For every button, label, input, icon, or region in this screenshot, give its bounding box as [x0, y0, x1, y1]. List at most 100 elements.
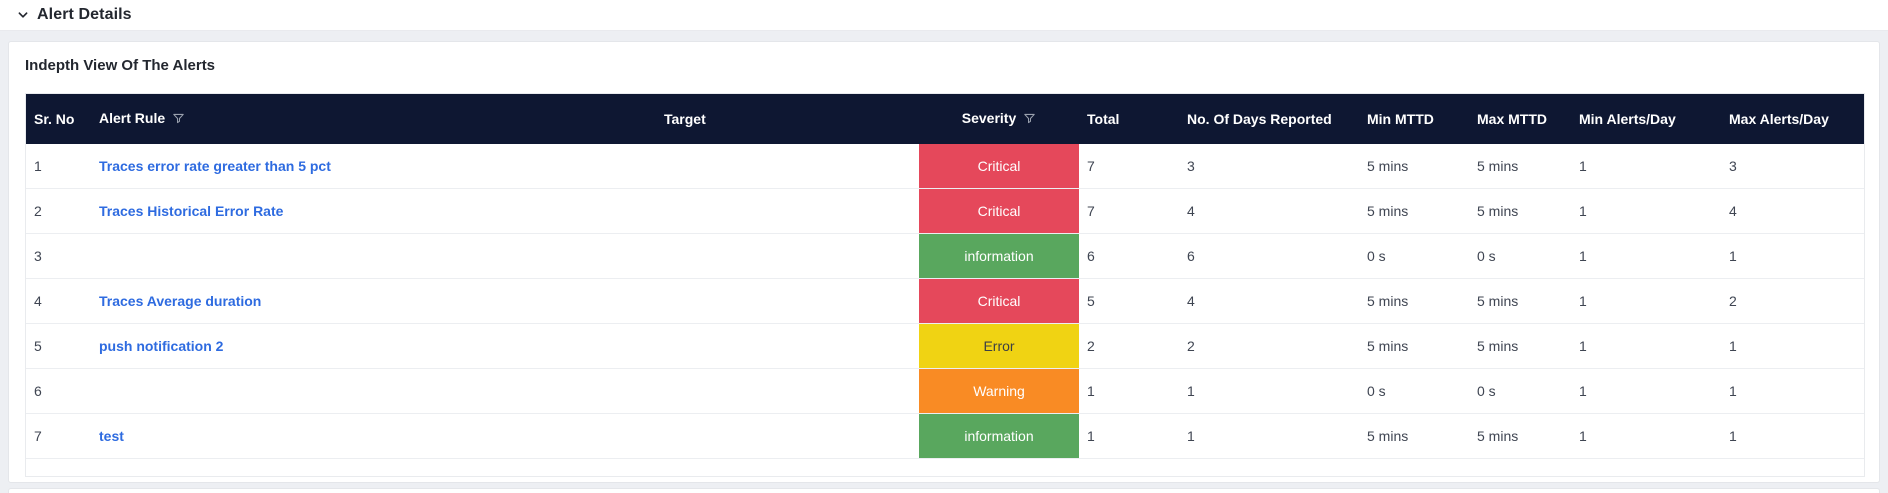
section-title: Alert Details [37, 6, 132, 24]
cell-max_mttd: 0 s [1469, 369, 1571, 414]
table-row: 5push notification 2Error225 mins5 mins1… [26, 324, 1864, 369]
chevron-down-icon [17, 9, 29, 21]
column-label: Min Alerts/Day [1579, 111, 1676, 127]
column-header-min_mttd: Min MTTD [1359, 94, 1469, 144]
cell-min_mttd: 0 s [1359, 369, 1469, 414]
alert-rule-link[interactable]: Traces error rate greater than 5 pct [99, 158, 331, 174]
severity-badge: information [919, 414, 1079, 458]
table-row: 6Warning110 s0 s11 [26, 369, 1864, 414]
severity-badge: Warning [919, 369, 1079, 413]
cell-days_reported: 4 [1179, 189, 1359, 234]
cell-alert_rule: Traces Average duration [91, 279, 656, 324]
cell-total: 6 [1079, 234, 1179, 279]
cell-min_alerts_day: 1 [1571, 144, 1721, 189]
cell-days_reported: 2 [1179, 324, 1359, 369]
cell-target [656, 189, 919, 234]
column-label: Target [664, 111, 706, 127]
alert-details-section-header[interactable]: Alert Details [0, 0, 1888, 31]
cell-severity: Critical [919, 144, 1079, 189]
cell-sr_no: 1 [26, 144, 91, 189]
alerts-table: Sr. No Alert Rule Target Severity Total No. O… [25, 93, 1865, 477]
cell-target [656, 369, 919, 414]
column-header-min_alerts_day: Min Alerts/Day [1571, 94, 1721, 144]
cell-target [656, 234, 919, 279]
alert-rule-link[interactable]: test [99, 428, 124, 444]
cell-total: 1 [1079, 414, 1179, 459]
severity-badge: Critical [919, 279, 1079, 323]
cell-severity: information [919, 234, 1079, 279]
cell-severity: Warning [919, 369, 1079, 414]
table-row: 3information660 s0 s11 [26, 234, 1864, 279]
cell-days_reported: 6 [1179, 234, 1359, 279]
column-label: Sr. No [34, 111, 74, 127]
cell-min_mttd: 5 mins [1359, 324, 1469, 369]
column-header-sr_no: Sr. No [26, 94, 91, 144]
table-row: 4Traces Average durationCritical545 mins… [26, 279, 1864, 324]
cell-days_reported: 1 [1179, 414, 1359, 459]
table-row: 7testinformation115 mins5 mins11 [26, 414, 1864, 459]
cell-sr_no: 3 [26, 234, 91, 279]
cell-target [656, 144, 919, 189]
table-header-row: Sr. No Alert Rule Target Severity Total No. O… [26, 94, 1864, 144]
cell-min_alerts_day: 1 [1571, 414, 1721, 459]
next-section-card-edge [8, 488, 1880, 493]
cell-max_alerts_day: 3 [1721, 144, 1864, 189]
cell-min_mttd: 0 s [1359, 234, 1469, 279]
cell-alert_rule: Traces Historical Error Rate [91, 189, 656, 234]
table-row: 1 Traces error rate greater than 5 pct Cri… [26, 144, 1864, 189]
column-label: Max MTTD [1477, 111, 1547, 127]
cell-max_alerts_day: 2 [1721, 279, 1864, 324]
alert-rule-link[interactable]: Traces Historical Error Rate [99, 203, 283, 219]
cell-max_alerts_day: 1 [1721, 324, 1864, 369]
cell-min_alerts_day: 1 [1571, 324, 1721, 369]
cell-max_alerts_day: 1 [1721, 369, 1864, 414]
cell-alert_rule: test [91, 414, 656, 459]
cell-max_alerts_day: 1 [1721, 234, 1864, 279]
alert-rule-link[interactable]: Traces Average duration [99, 293, 261, 309]
cell-severity: Critical [919, 279, 1079, 324]
column-header-max_alerts_day: Max Alerts/Day [1721, 94, 1864, 144]
cell-total: 7 [1079, 144, 1179, 189]
cell-min_mttd: 5 mins [1359, 414, 1469, 459]
column-header-days_reported: No. Of Days Reported [1179, 94, 1359, 144]
column-label: Alert Rule [99, 110, 165, 126]
filter-icon[interactable] [1023, 112, 1036, 128]
column-header-target: Target [656, 94, 919, 144]
cell-target [656, 324, 919, 369]
column-label: Min MTTD [1367, 111, 1434, 127]
cell-total: 7 [1079, 189, 1179, 234]
cell-alert_rule [91, 369, 656, 414]
cell-alert_rule: push notification 2 [91, 324, 656, 369]
cell-severity: information [919, 414, 1079, 459]
severity-badge: Error [919, 324, 1079, 368]
cell-min_mttd: 5 mins [1359, 144, 1469, 189]
card-title: Indepth View Of The Alerts [9, 42, 1879, 74]
cell-min_mttd: 5 mins [1359, 189, 1469, 234]
cell-max_mttd: 5 mins [1469, 324, 1571, 369]
cell-max_alerts_day: 4 [1721, 189, 1864, 234]
cell-severity: Error [919, 324, 1079, 369]
cell-total: 1 [1079, 369, 1179, 414]
cell-max_mttd: 5 mins [1469, 279, 1571, 324]
cell-min_mttd: 5 mins [1359, 279, 1469, 324]
column-label: Max Alerts/Day [1729, 111, 1829, 127]
cell-max_mttd: 5 mins [1469, 144, 1571, 189]
alert-rule-link[interactable]: push notification 2 [99, 338, 223, 354]
cell-sr_no: 5 [26, 324, 91, 369]
cell-sr_no: 2 [26, 189, 91, 234]
column-label: No. Of Days Reported [1187, 111, 1332, 127]
cell-days_reported: 3 [1179, 144, 1359, 189]
column-header-total: Total [1079, 94, 1179, 144]
cell-sr_no: 6 [26, 369, 91, 414]
filter-icon[interactable] [172, 112, 185, 128]
column-label: Severity [962, 110, 1016, 126]
cell-max_mttd: 5 mins [1469, 189, 1571, 234]
cell-days_reported: 1 [1179, 369, 1359, 414]
alert-details-card: Indepth View Of The Alerts Sr. No Alert R… [8, 41, 1880, 483]
cell-target [656, 414, 919, 459]
cell-max_mttd: 5 mins [1469, 414, 1571, 459]
cell-min_alerts_day: 1 [1571, 234, 1721, 279]
severity-badge: information [919, 234, 1079, 278]
column-header-max_mttd: Max MTTD [1469, 94, 1571, 144]
column-label: Total [1087, 111, 1119, 127]
